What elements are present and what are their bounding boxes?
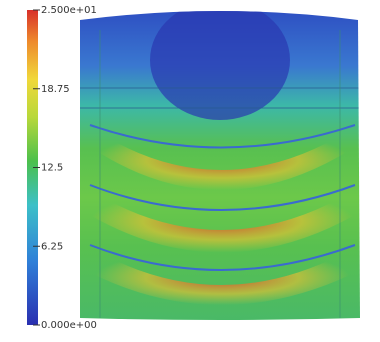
colorbar (27, 10, 38, 325)
tick-label: 18.75 (41, 84, 70, 95)
tick-label: 2.500e+01 (41, 5, 97, 16)
tick-label: 6.25 (41, 241, 63, 252)
tick-label: 12.5 (41, 163, 63, 174)
tick-label: 0.000e+00 (41, 320, 97, 331)
render (80, 11, 360, 320)
